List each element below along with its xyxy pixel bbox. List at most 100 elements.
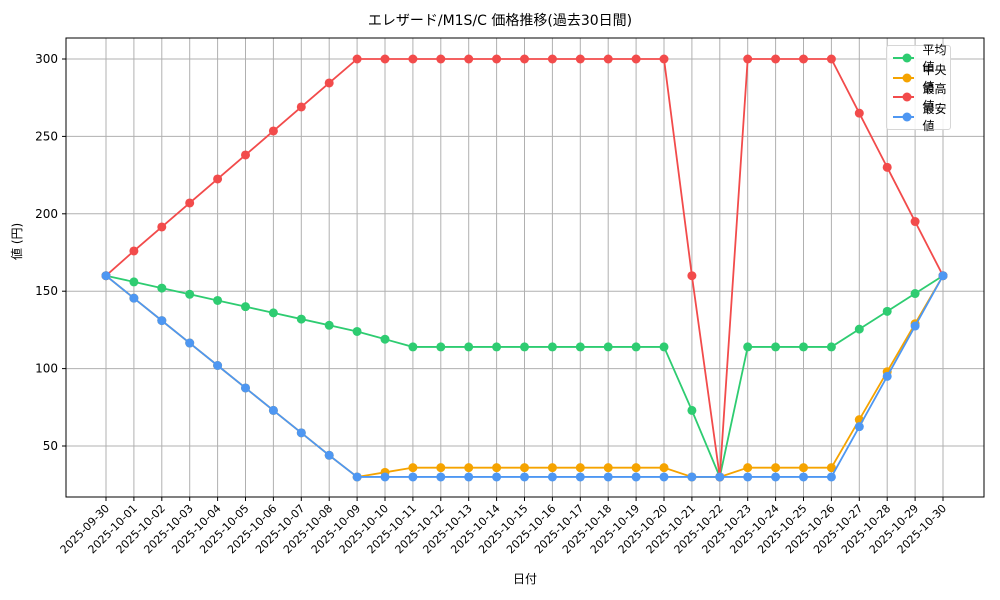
y-axis-label: 値 (円) [10,222,24,260]
data-point [799,54,808,64]
data-point [659,342,669,352]
data-point [743,342,753,352]
data-point [910,217,920,227]
data-point [492,342,502,352]
data-point [408,463,418,473]
data-point [241,383,250,393]
data-point [826,463,836,473]
data-point [436,342,446,352]
data-point [129,246,139,256]
data-point [185,289,195,299]
data-point [575,472,585,482]
data-point [268,405,278,415]
y-tick-label: 250 [35,129,58,143]
data-point [520,54,529,64]
data-point [575,342,585,352]
data-point [854,108,864,118]
data-point [771,342,781,352]
data-point [771,472,781,482]
data-point [408,342,418,352]
data-point [826,472,836,482]
data-point [520,342,529,352]
data-point [687,405,697,415]
data-point [575,54,585,64]
data-point [268,308,278,318]
data-point [213,361,223,371]
data-point [882,162,892,172]
legend: 平均値 中央値 最高値 最安値 [886,43,951,133]
legend-item: 最高値 [893,82,950,113]
legend-label: 中央値 [922,62,947,94]
data-point [324,78,334,88]
data-point [380,472,390,482]
data-point [631,472,641,482]
y-tick-label: 100 [35,362,58,376]
data-point [520,463,529,473]
data-point [464,463,474,473]
data-point [380,54,390,64]
series-line [101,271,948,482]
grid [66,38,984,497]
data-point [938,271,948,281]
data-point [771,54,781,64]
data-point [352,472,362,482]
data-point [687,271,697,281]
data-point [799,342,808,352]
data-point [547,54,557,64]
series-line [101,54,948,482]
legend-marker-icon [893,53,915,63]
data-point [547,463,557,473]
legend-label: 最安値 [922,101,947,133]
data-point [436,54,446,64]
data-point [910,289,920,299]
legend-label: 平均値 [922,43,947,74]
data-point [464,342,474,352]
y-tick-label: 200 [35,207,58,221]
data-point [436,472,446,482]
data-point [603,472,613,482]
data-point [771,463,781,473]
data-point [241,150,250,160]
legend-marker-icon [893,112,915,121]
legend-item: 中央値 [893,63,950,94]
x-axis-label: 日付 [512,572,537,586]
legend-label: 最高値 [922,82,947,113]
data-point [464,54,474,64]
data-point [799,463,808,473]
data-point [101,271,111,281]
data-point [854,422,864,432]
data-point [575,463,585,473]
data-point [213,295,223,305]
data-point [826,342,836,352]
y-tick-label: 300 [35,52,58,66]
data-point [603,54,613,64]
data-point [464,472,474,482]
series-line [101,271,948,482]
data-point [520,472,529,482]
y-tick-label: 50 [43,439,58,453]
data-point [882,371,892,381]
data-point [380,334,390,344]
data-point [157,283,167,293]
data-point [185,198,195,208]
data-point [799,472,808,482]
data-point [129,277,139,287]
data-point [743,472,753,482]
legend-marker-icon [893,92,915,102]
data-point [882,306,892,316]
data-point [854,324,864,334]
data-point [743,54,753,64]
data-point [436,463,446,473]
data-point [129,293,139,303]
data-point [352,54,362,64]
data-point [910,321,920,331]
data-point [603,463,613,473]
legend-marker-icon [893,73,915,82]
data-point [296,102,306,112]
data-point [659,54,669,64]
data-point [631,54,641,64]
data-point [352,326,362,336]
data-point [213,174,223,184]
data-point [492,463,502,473]
